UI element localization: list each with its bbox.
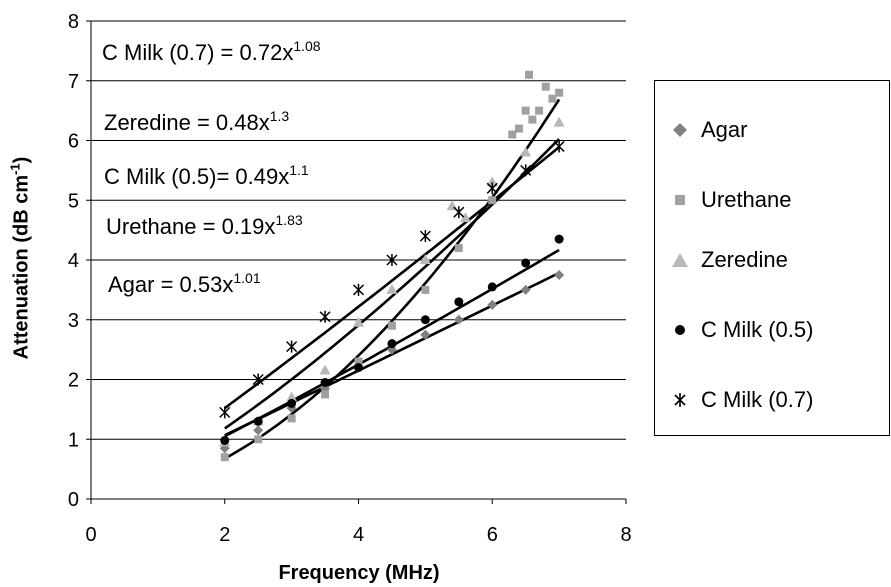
data-point-s1-13 [528, 115, 537, 124]
data-point-s4-5 [386, 254, 398, 266]
legend-item-agar: Agar [669, 115, 747, 145]
data-point-s0-1 [253, 425, 264, 436]
data-point-s1-10 [515, 124, 523, 133]
data-point-s3-2 [287, 398, 297, 408]
data-point-s3-8 [487, 282, 497, 292]
data-point-s3-7 [454, 297, 464, 307]
legend-label-urethane: Urethane [701, 187, 792, 212]
x-tick-label-2: 2 [219, 524, 230, 546]
data-point-s3-6 [420, 315, 430, 325]
data-point-s1-7 [454, 244, 463, 253]
data-point-s2-11 [553, 116, 565, 127]
data-point-s4-6 [419, 230, 431, 243]
data-point-s0-8 [487, 299, 498, 310]
y-tick-label-0: 0 [68, 489, 79, 511]
data-point-s2-2 [286, 391, 298, 402]
data-point-s4-1 [252, 373, 264, 386]
data-point-s4-8 [486, 182, 498, 195]
data-point-s1-17 [555, 88, 564, 97]
square-marker-icon [675, 195, 685, 205]
data-point-s1-12 [525, 70, 534, 79]
diamond-marker-icon [673, 123, 687, 137]
data-point-s1-4 [354, 357, 363, 366]
data-point-s1-3 [321, 390, 330, 399]
data-point-s0-9 [520, 284, 531, 295]
legend-label-zeredine: Zeredine [701, 247, 788, 272]
x-tick-label-4: 4 [353, 524, 364, 546]
data-point-s1-11 [521, 106, 530, 115]
data-point-s1-6 [421, 285, 430, 294]
data-point-s1-2 [287, 414, 296, 423]
fit-curve-4 [224, 146, 560, 410]
data-point-s1-15 [541, 82, 550, 91]
x-axis-label: Frequency (MHz) [278, 562, 440, 584]
y-tick-label-3: 3 [68, 310, 79, 332]
data-point-s1-14 [535, 106, 544, 115]
fit-equation-urethane: Urethane = 0.19x1.83 [104, 212, 305, 240]
data-point-s2-3 [319, 364, 331, 375]
legend-item-urethane: Urethane [669, 185, 792, 215]
y-axis-label: Attenuation (dB cm-1) [7, 156, 33, 360]
data-point-s1-1 [254, 435, 263, 444]
circle-marker-icon [675, 325, 685, 335]
data-point-s0-10 [554, 269, 565, 280]
data-point-s2-5 [386, 283, 398, 294]
data-point-s2-4 [353, 316, 364, 327]
data-point-s1-0 [220, 453, 229, 462]
x-tick-label-8: 8 [620, 524, 631, 546]
y-tick-label-2: 2 [68, 370, 79, 392]
fit-equation-c-milk-05: C Milk (0.5)= 0.49x1.1 [102, 162, 311, 190]
data-point-s4-2 [286, 340, 298, 353]
data-point-s2-9 [486, 176, 498, 187]
triangle-marker-icon [672, 253, 688, 267]
data-point-s3-4 [354, 363, 363, 373]
data-point-s3-5 [387, 339, 397, 349]
data-point-s4-9 [520, 164, 532, 177]
legend-label-c-milk-07: C Milk (0.7) [701, 387, 814, 412]
y-tick-label-8: 8 [68, 11, 79, 33]
y-tick-label-5: 5 [68, 190, 79, 212]
data-point-s1-8 [488, 196, 497, 205]
data-point-s2-6 [419, 254, 431, 264]
y-tick-label-4: 4 [68, 250, 79, 272]
data-point-s0-6 [420, 329, 431, 340]
x-tick-label-6: 6 [487, 524, 498, 546]
fit-curve-1 [224, 98, 561, 460]
data-point-s1-16 [548, 94, 557, 103]
x-tick-label-0: 0 [85, 524, 96, 546]
legend-item-zeredine: Zeredine [669, 245, 788, 275]
data-point-s3-3 [320, 377, 330, 387]
data-point-s3-10 [554, 234, 564, 244]
legend-item-c-milk-05: C Milk (0.5) [669, 315, 813, 345]
data-point-s4-10 [553, 140, 565, 153]
fit-equation-agar: Agar = 0.53x1.01 [106, 270, 263, 298]
data-point-s1-9 [508, 130, 517, 139]
fit-equation-zeredine: Zeredine = 0.48x1.3 [102, 108, 292, 136]
data-point-s4-3 [319, 310, 331, 323]
legend-item-c-milk-07: C Milk (0.7) [669, 385, 813, 415]
data-point-s1-5 [387, 321, 396, 330]
data-point-s2-10 [520, 146, 532, 157]
legend-label-agar: Agar [701, 117, 748, 142]
data-point-s3-0 [220, 435, 230, 445]
data-point-s3-9 [521, 258, 531, 268]
y-tick-label-7: 7 [68, 71, 79, 93]
legend-label-c-milk-05: C Milk (0.5) [701, 317, 814, 342]
data-point-s3-1 [253, 416, 263, 426]
y-tick-label-6: 6 [68, 131, 79, 153]
star-marker-icon [674, 393, 686, 407]
data-point-s4-0 [219, 406, 231, 419]
y-tick-label-1: 1 [68, 429, 79, 451]
data-point-s4-7 [453, 206, 465, 219]
data-point-s0-7 [453, 314, 464, 325]
data-point-s4-4 [352, 283, 365, 296]
fit-equation-c-milk-07: C Milk (0.7) = 0.72x1.08 [100, 38, 323, 66]
data-point-s2-8 [460, 212, 471, 223]
legend: Agar Urethane Zeredine C Milk (0.5) C Mi… [654, 80, 890, 436]
